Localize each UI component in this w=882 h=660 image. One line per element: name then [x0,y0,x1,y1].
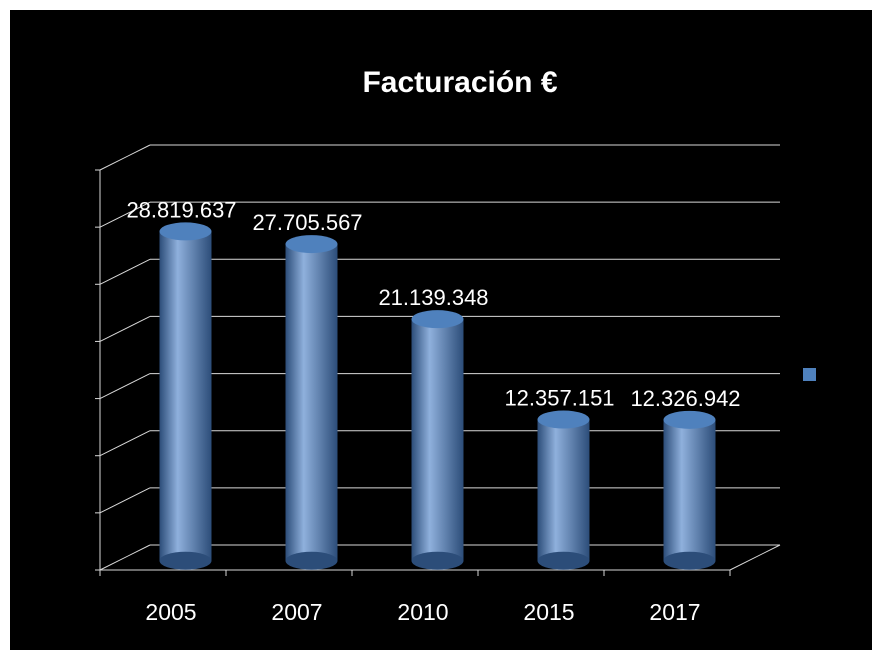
data-label-2017: 12.326.942 [630,386,740,411]
bar-base [159,551,212,570]
data-label-2015: 12.357.151 [504,386,614,411]
gridline-side [99,373,151,400]
bar-2017 [663,410,716,570]
x-tick-label-2005: 2005 [145,599,196,625]
gridlines [99,144,780,571]
bar-body [537,419,590,561]
gridline-side [99,544,151,571]
bar-base [411,551,464,570]
bar-body [411,319,464,561]
bar-base [537,551,590,570]
x-tick-label-2017: 2017 [649,599,700,625]
bar-top [411,310,464,329]
bar-chart: 28.819.637 27.705.567 21.139.348 12.357.151… [95,66,816,625]
chart-title: Facturación € [362,66,557,99]
chart-area: 28.819.637 27.705.567 21.139.348 12.357.151… [10,10,872,650]
bar-top [285,235,338,254]
bar-body [285,244,338,561]
gridline-side [99,315,151,342]
data-label-2005: 28.819.637 [126,197,236,222]
axes [95,169,781,576]
bar-top [537,410,590,429]
bar-body [663,419,716,561]
gridline-side [99,430,151,457]
x-tick-label-2010: 2010 [397,599,448,625]
bar-body [159,231,212,561]
bar-top [663,410,716,429]
bar-base [663,551,716,570]
bar-top [159,222,212,241]
data-label-2010: 21.139.348 [378,285,488,310]
bar-2010 [411,310,464,570]
gridline-side [99,144,151,171]
floor-edge [729,544,781,571]
bars [159,222,716,570]
bar-2007 [285,235,338,570]
bar-base [285,551,338,570]
data-label-2007: 27.705.567 [252,210,362,235]
x-tick-label-2015: 2015 [523,599,574,625]
bar-2005 [159,222,212,570]
gridline-side [99,487,151,514]
x-tick-label-2007: 2007 [271,599,322,625]
data-labels: 28.819.637 27.705.567 21.139.348 12.357.151… [126,197,740,410]
x-tick-labels: 2005 2007 2010 2015 2017 [145,599,700,625]
legend-key [803,368,816,381]
bar-2015 [537,410,590,570]
gridline-side [99,258,151,285]
gridline-side [99,201,151,228]
